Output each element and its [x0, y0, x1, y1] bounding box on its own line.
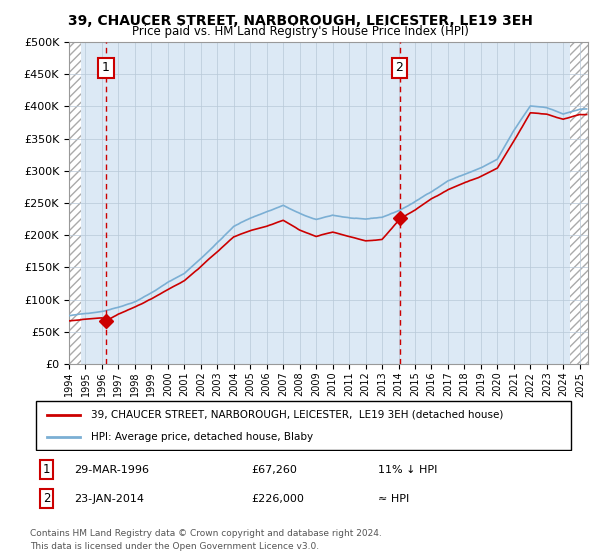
Text: HPI: Average price, detached house, Blaby: HPI: Average price, detached house, Blab…	[91, 432, 313, 442]
Text: £226,000: £226,000	[251, 494, 304, 504]
Text: 1: 1	[43, 463, 50, 476]
Text: 39, CHAUCER STREET, NARBOROUGH, LEICESTER,  LE19 3EH (detached house): 39, CHAUCER STREET, NARBOROUGH, LEICESTE…	[91, 409, 503, 419]
Text: This data is licensed under the Open Government Licence v3.0.: This data is licensed under the Open Gov…	[30, 542, 319, 551]
Bar	[570, 42, 588, 364]
Text: 1: 1	[102, 61, 110, 74]
Text: 23-JAN-2014: 23-JAN-2014	[74, 494, 144, 504]
FancyBboxPatch shape	[35, 402, 571, 450]
Text: 39, CHAUCER STREET, NARBOROUGH, LEICESTER, LE19 3EH: 39, CHAUCER STREET, NARBOROUGH, LEICESTE…	[68, 14, 532, 28]
Text: 29-MAR-1996: 29-MAR-1996	[74, 465, 149, 475]
Text: ≈ HPI: ≈ HPI	[378, 494, 409, 504]
Text: £67,260: £67,260	[251, 465, 296, 475]
Text: Price paid vs. HM Land Registry's House Price Index (HPI): Price paid vs. HM Land Registry's House …	[131, 25, 469, 38]
Bar	[69, 42, 80, 364]
Text: 2: 2	[395, 61, 403, 74]
Text: 2: 2	[43, 492, 50, 505]
Text: 11% ↓ HPI: 11% ↓ HPI	[378, 465, 437, 475]
Text: Contains HM Land Registry data © Crown copyright and database right 2024.: Contains HM Land Registry data © Crown c…	[30, 529, 382, 538]
